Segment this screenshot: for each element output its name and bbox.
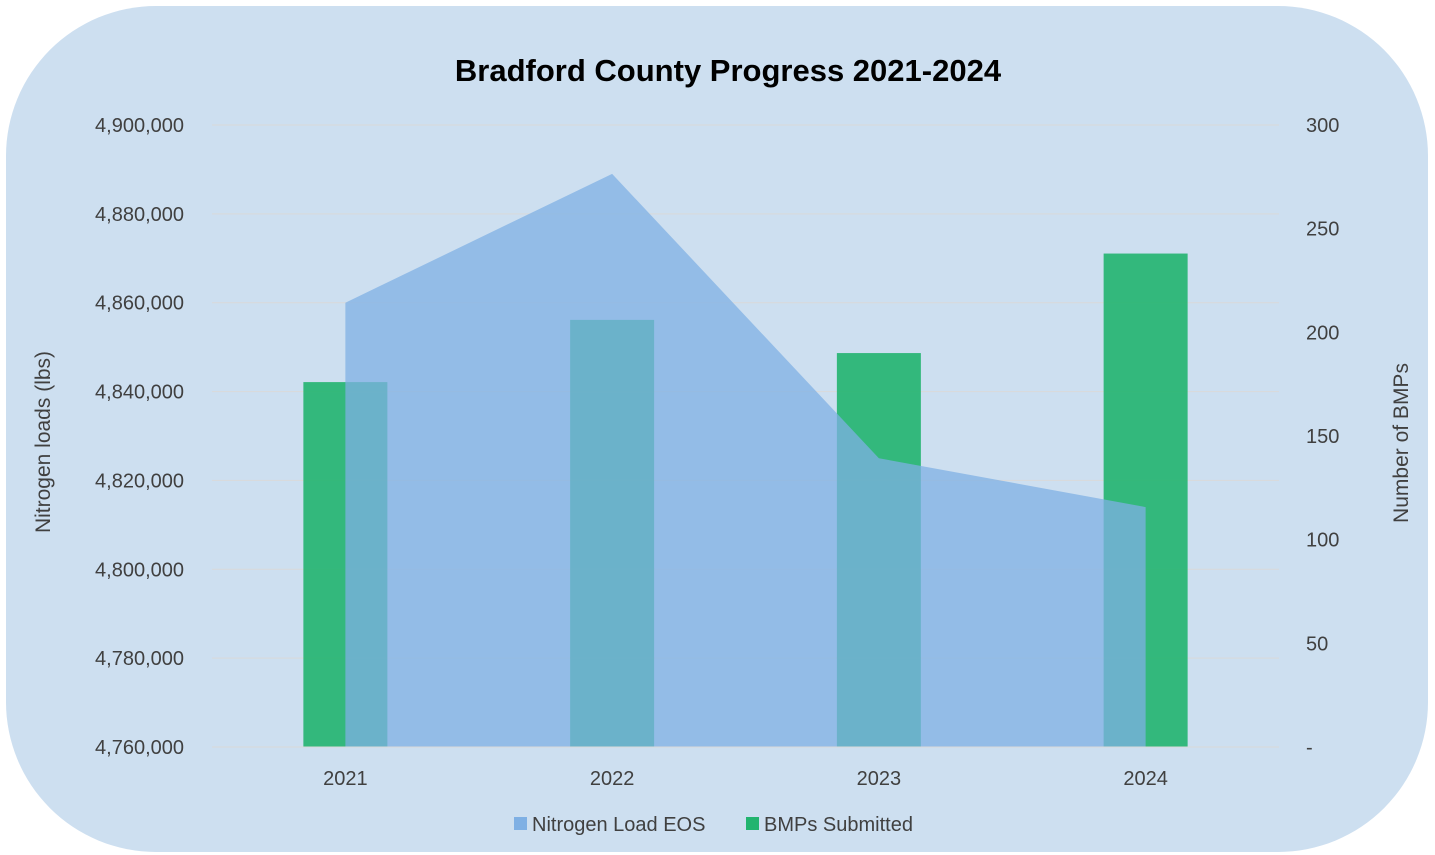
right-tick-label: - <box>1306 737 1313 759</box>
right-tick-label: 250 <box>1306 219 1339 241</box>
left-tick-label: 4,840,000 <box>95 382 184 404</box>
left-axis-title: Nitrogen loads (lbs) <box>32 351 55 533</box>
left-tick-label: 4,780,000 <box>95 648 184 670</box>
left-tick-label: 4,800,000 <box>95 559 184 581</box>
right-tick-label: 150 <box>1306 426 1339 448</box>
x-tick-label: 2023 <box>857 768 902 790</box>
right-tick-label: 50 <box>1306 633 1328 655</box>
left-tick-label: 4,820,000 <box>95 470 184 492</box>
chart-svg: Bradford County Progress 2021-2024 4,760… <box>32 53 1413 836</box>
right-tick-label: 300 <box>1306 115 1339 137</box>
x-tick-label: 2022 <box>590 768 635 790</box>
right-axis-ticks: - 50 100 150 200 250 300 <box>1306 115 1339 759</box>
x-tick-label: 2024 <box>1123 768 1168 790</box>
chart-card: Bradford County Progress 2021-2024 4,760… <box>6 6 1428 852</box>
legend: Nitrogen Load EOS BMPs Submitted <box>514 814 913 836</box>
legend-swatch <box>514 817 527 830</box>
right-axis-title: Number of BMPs <box>1390 363 1413 523</box>
x-tick-label: 2021 <box>323 768 368 790</box>
nitrogen-area-layer <box>345 173 1146 747</box>
legend-label: Nitrogen Load EOS <box>532 814 705 836</box>
left-axis-ticks: 4,760,000 4,780,000 4,800,000 4,820,000 4,84… <box>95 115 184 759</box>
x-axis-ticks: 2021 2022 2023 2024 <box>323 768 1168 790</box>
left-tick-label: 4,860,000 <box>95 293 184 315</box>
legend-label: BMPs Submitted <box>764 814 913 836</box>
chart-title: Bradford County Progress 2021-2024 <box>455 53 1002 88</box>
left-tick-label: 4,900,000 <box>95 115 184 137</box>
legend-swatch <box>746 817 759 830</box>
right-tick-label: 200 <box>1306 322 1339 344</box>
nitrogen-area <box>345 173 1146 747</box>
left-tick-label: 4,880,000 <box>95 204 184 226</box>
left-tick-label: 4,760,000 <box>95 737 184 759</box>
right-tick-label: 100 <box>1306 530 1339 552</box>
